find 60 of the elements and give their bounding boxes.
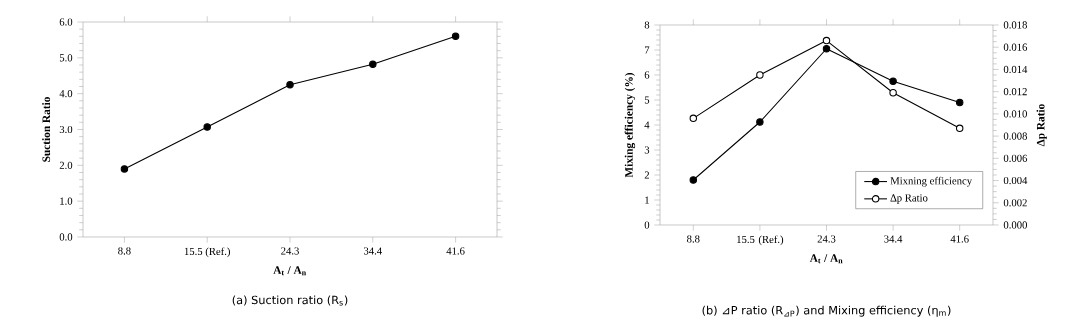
y2-tick-label: 0.008 [1003,132,1027,140]
y-tick-label: 4 [644,121,650,129]
x-tick-label: 24.3 [817,235,836,243]
y2-tick-label: 0.006 [1003,154,1028,162]
point [955,98,964,107]
x-tick-label: 15.5 (Ref.) [184,247,230,258]
y2-tick-label: 0.004 [1003,176,1028,185]
point [203,123,211,131]
point [889,77,897,85]
y-tick-label: 8 [644,21,650,29]
x-tick-label: 8.8 [687,235,700,243]
point [120,165,129,173]
y-tick-label: 1 [645,196,649,204]
point [286,80,294,89]
legend-label: ∆p Ratio [890,194,928,204]
y-tick-label: 5 [644,96,650,104]
point [955,124,964,133]
y-tick-label: 6.0 [59,18,73,26]
y2-tick-label: 0.016 [1003,43,1028,51]
y2-tick-label: 0.018 [1003,21,1027,29]
x-tick-label: 24.3 [281,247,299,255]
x-tick-label: 41.6 [950,235,969,243]
y-axis-title: Suction Ratio [42,97,51,162]
text: (b) ⊿P ratio (R$_{⊿P}$) and Mixing efficiency (η$_{m}$) [702,305,951,317]
y-tick-label: 0.0 [59,233,73,241]
y-tick-label: 6 [644,71,650,79]
point [689,114,698,123]
y-tick-label: 2 [644,171,650,179]
text: A$_{t}$ / A$_{n}$ [273,266,306,276]
y2-tick-label: 0.014 [1003,65,1028,74]
y-tick-label: 3.0 [59,125,73,134]
text: (a) Suction ratio (R$_{s}$) [232,295,348,306]
x-tick-label: 34.4 [884,235,903,243]
x-tick-label: 34.4 [363,247,382,255]
point [822,36,831,45]
y2-tick-label: 0.000 [1003,221,1027,229]
point [689,176,698,184]
y2-tick-label: 0.012 [1003,88,1027,96]
y-tick-label: 5.0 [59,54,73,62]
y-tick-label: 7 [644,46,650,54]
y2-axis-title: ∆p Ratio [1036,104,1047,147]
x-tick-label: 8.8 [118,247,131,255]
y-tick-label: 4.0 [59,90,73,98]
y-tick-label: 0 [644,221,650,229]
point [756,118,764,126]
y-axis-title: Mixing efficiency (%) [624,72,636,178]
y-tick-label: 2.0 [59,161,73,169]
point [889,89,897,97]
y-tick-label: 3 [644,146,650,154]
point [756,71,764,79]
point [369,60,377,69]
y-tick-label: 1.0 [60,197,73,205]
point [451,32,460,41]
x-tick-label: 15.5 (Ref.) [737,235,784,246]
y2-tick-label: 0.010 [1003,110,1027,118]
point [822,45,831,53]
text: A$_{t}$ / A$_{n}$ [809,254,843,264]
legend-label: Mixning efficiency [890,176,973,187]
y2-tick-label: 0.002 [1003,199,1027,207]
x-tick-label: 41.6 [446,247,465,255]
